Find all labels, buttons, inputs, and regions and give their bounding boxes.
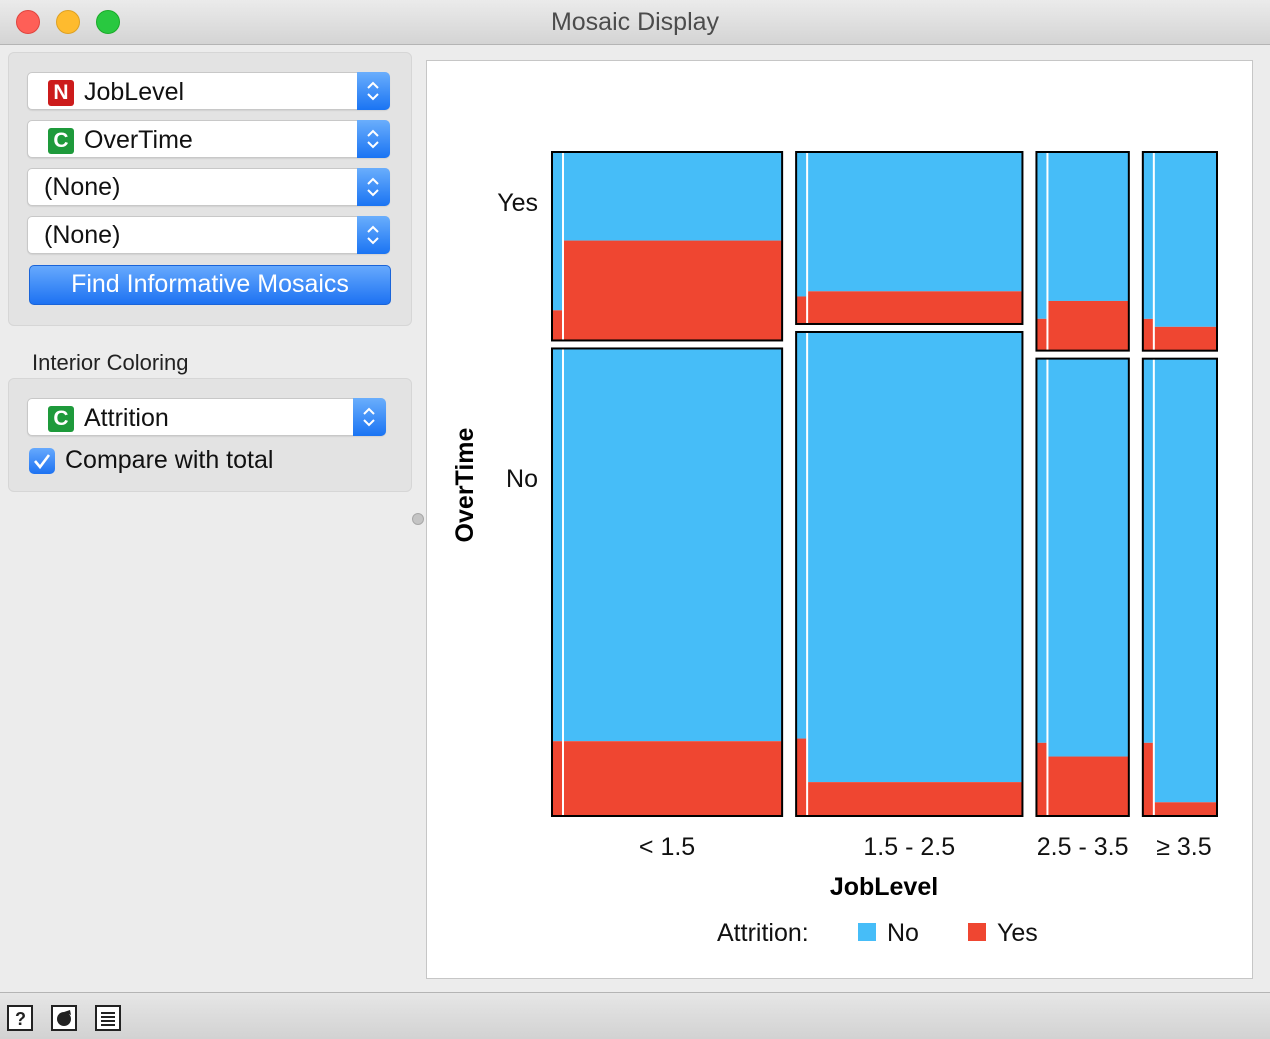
x-tick-label: 1.5 - 2.5 bbox=[863, 833, 955, 861]
updown-chevron-icon[interactable] bbox=[357, 72, 390, 110]
cell-yes-segment bbox=[1154, 802, 1217, 816]
splitter-handle[interactable] bbox=[412, 513, 424, 525]
legend-swatch-yes bbox=[968, 923, 986, 941]
report-icon[interactable] bbox=[51, 1005, 77, 1031]
cell-no-segment bbox=[1048, 152, 1129, 301]
cell-border bbox=[795, 151, 1024, 325]
mosaic-cell bbox=[1141, 151, 1218, 352]
updown-chevron-icon[interactable] bbox=[353, 398, 386, 436]
total-strip-no bbox=[1036, 152, 1047, 319]
help-icon[interactable]: ? bbox=[7, 1005, 33, 1031]
legend: Attrition: No Yes bbox=[717, 919, 1038, 947]
total-strip-no bbox=[1036, 358, 1047, 743]
x-tick-label: < 1.5 bbox=[639, 833, 695, 861]
zoom-button[interactable] bbox=[96, 10, 120, 34]
cell-border bbox=[551, 347, 784, 817]
minimize-button[interactable] bbox=[56, 10, 80, 34]
y-tick-label: No bbox=[506, 465, 538, 493]
variable-combo-label: (None) bbox=[44, 173, 121, 201]
total-strip-yes bbox=[796, 296, 807, 324]
legend-item-yes: Yes bbox=[997, 919, 1038, 947]
mosaic-plot-area: OverTime JobLevel Yes No < 1.5 1.5 - 2.5 2.5… bbox=[426, 60, 1253, 979]
cell-border bbox=[1141, 357, 1218, 817]
total-strip-yes bbox=[1036, 318, 1047, 351]
mosaic-cell bbox=[1141, 357, 1218, 817]
x-tick-label: ≥ 3.5 bbox=[1156, 833, 1211, 861]
cell-yes-segment bbox=[564, 240, 783, 341]
mosaic-cell bbox=[795, 151, 1024, 325]
legend-swatch-no bbox=[858, 923, 876, 941]
find-informative-mosaics-button[interactable]: Find Informative Mosaics bbox=[29, 265, 391, 305]
mosaic-cell bbox=[1035, 151, 1130, 352]
cell-yes-segment bbox=[1154, 326, 1217, 351]
variable-combo-4[interactable]: (None) bbox=[27, 216, 390, 254]
variable-combo-label: (None) bbox=[44, 221, 121, 249]
cell-border bbox=[1035, 151, 1130, 352]
total-strip-no bbox=[796, 152, 807, 297]
window-title: Mosaic Display bbox=[550, 8, 720, 36]
cell-no-segment bbox=[564, 152, 783, 241]
variable-combo-2[interactable]: C OverTime bbox=[27, 120, 390, 158]
svg-text:?: ? bbox=[15, 1009, 26, 1027]
total-strip-no bbox=[796, 331, 807, 739]
total-strip-yes bbox=[1142, 318, 1153, 351]
cell-no-segment bbox=[1154, 358, 1217, 803]
compare-with-total-label: Compare with total bbox=[65, 446, 274, 474]
cell-no-segment bbox=[1154, 152, 1217, 327]
cell-yes-segment bbox=[808, 291, 1023, 324]
updown-chevron-icon[interactable] bbox=[357, 168, 390, 206]
cell-no-segment bbox=[808, 331, 1023, 783]
cell-no-segment bbox=[808, 152, 1023, 292]
updown-chevron-icon[interactable] bbox=[357, 216, 390, 254]
cell-border bbox=[795, 330, 1024, 817]
total-strip-yes bbox=[796, 738, 807, 816]
cell-border bbox=[1035, 357, 1130, 817]
total-strip-yes bbox=[552, 741, 562, 816]
cell-border bbox=[551, 151, 784, 342]
cell-yes-segment bbox=[1048, 756, 1129, 816]
updown-chevron-icon[interactable] bbox=[357, 120, 390, 158]
cell-border bbox=[1141, 151, 1218, 352]
cell-no-segment bbox=[1048, 358, 1129, 757]
color-combo-label: Attrition bbox=[84, 404, 169, 432]
cell-yes-segment bbox=[1048, 300, 1129, 351]
total-strip-yes bbox=[552, 310, 562, 341]
variable-combo-1[interactable]: N JobLevel bbox=[27, 72, 390, 110]
x-tick-label: 2.5 - 3.5 bbox=[1037, 833, 1129, 861]
cell-yes-segment bbox=[564, 741, 783, 816]
ylabel-text: OverTime bbox=[451, 427, 479, 542]
compare-with-total-checkbox[interactable] bbox=[29, 448, 55, 474]
mosaic-cell bbox=[1035, 357, 1130, 817]
total-strip-yes bbox=[1142, 742, 1153, 816]
total-strip-no bbox=[1142, 358, 1153, 743]
cell-yes-segment bbox=[808, 782, 1023, 816]
title-bar: Mosaic Display bbox=[0, 0, 1270, 45]
numeric-type-icon: N bbox=[48, 79, 74, 106]
status-bar: ? bbox=[0, 992, 1270, 1039]
mosaic-cell bbox=[795, 330, 1024, 817]
legend-item-no: No bbox=[887, 919, 919, 947]
categorical-type-icon: C bbox=[48, 127, 74, 154]
cell-no-segment bbox=[564, 348, 783, 742]
mosaic-cell bbox=[551, 347, 784, 817]
variable-combo-3[interactable]: (None) bbox=[27, 168, 390, 206]
legend-title: Attrition: bbox=[717, 919, 809, 947]
variable-combo-label: OverTime bbox=[84, 126, 193, 154]
total-strip-no bbox=[552, 152, 562, 311]
total-strip-no bbox=[1142, 152, 1153, 319]
close-button[interactable] bbox=[16, 10, 40, 34]
categorical-type-icon: C bbox=[48, 405, 74, 432]
color-variable-combo[interactable]: C Attrition bbox=[27, 398, 386, 436]
total-strip-yes bbox=[1036, 742, 1047, 816]
mosaic-chart: OverTime JobLevel Yes No < 1.5 1.5 - 2.5 2.5… bbox=[451, 151, 1218, 947]
save-image-icon[interactable] bbox=[95, 1005, 121, 1031]
xlabel-text: JobLevel bbox=[830, 873, 938, 901]
variable-combo-label: JobLevel bbox=[84, 78, 185, 106]
checkmark-icon bbox=[34, 454, 51, 470]
mosaic-cell bbox=[551, 151, 784, 342]
y-tick-label: Yes bbox=[497, 189, 538, 217]
interior-coloring-label: Interior Coloring bbox=[32, 350, 189, 375]
total-strip-no bbox=[552, 348, 562, 742]
